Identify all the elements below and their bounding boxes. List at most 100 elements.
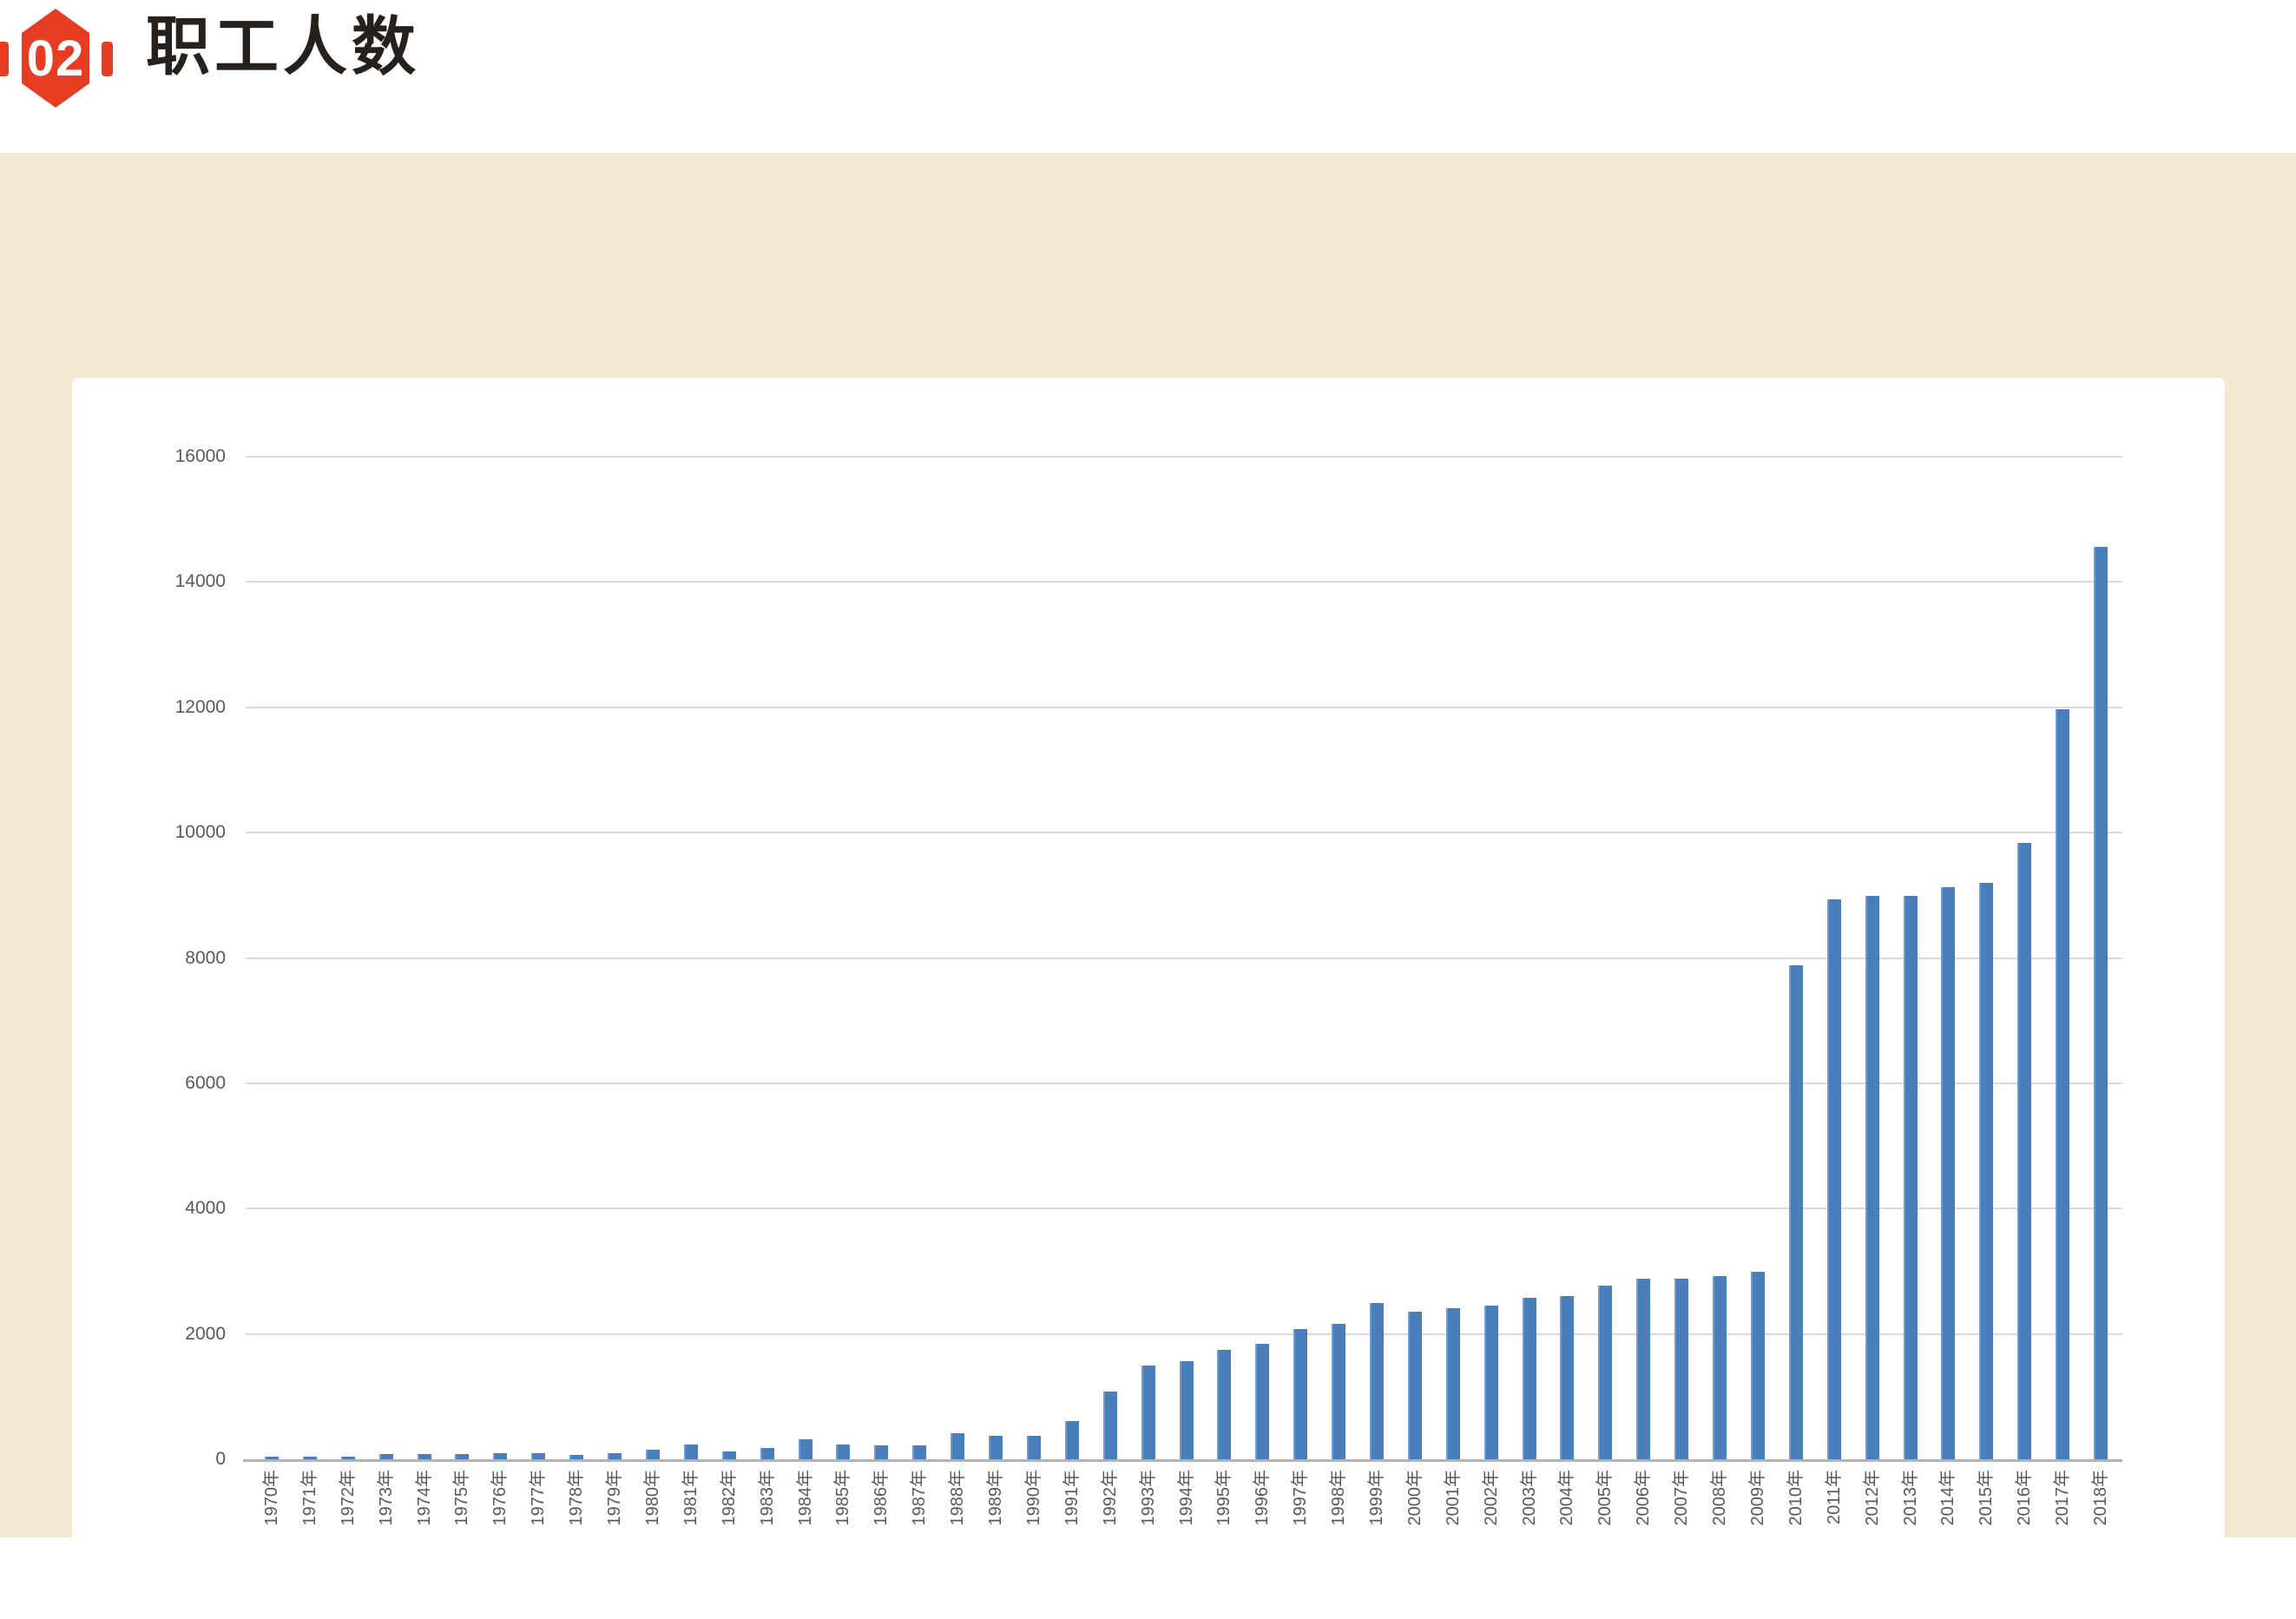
gridline — [246, 1208, 2122, 1210]
x-axis-tick-label: 1989年 — [986, 1470, 1005, 1526]
x-axis-tick-label: 1971年 — [300, 1470, 319, 1526]
bar-1987年 — [912, 1445, 926, 1460]
content-panel: 0 2000 4000 6000 8000 10000 12000 14000 16000 197… — [0, 153, 2296, 1619]
bar-1999年 — [1370, 1303, 1384, 1460]
bar-2013年 — [1904, 896, 1918, 1460]
x-axis-tick-label: 1994年 — [1177, 1470, 1196, 1526]
y-axis-tick-label: 12000 — [174, 696, 226, 717]
x-axis-tick-label: 1988年 — [948, 1470, 967, 1526]
bar-2010年 — [1789, 965, 1803, 1460]
bar-1986年 — [874, 1445, 888, 1460]
x-axis-tick-label: 2001年 — [1444, 1470, 1463, 1526]
x-axis-tick-label: 1997年 — [1291, 1470, 1310, 1526]
bar-1976年 — [493, 1453, 507, 1460]
x-axis-tick-label: 1979年 — [605, 1470, 624, 1526]
gridline — [246, 581, 2122, 583]
bar-1970年 — [265, 1457, 279, 1460]
bar-1989年 — [989, 1436, 1003, 1460]
bar-2012年 — [1865, 896, 1879, 1460]
x-axis-tick-label: 1995年 — [1214, 1470, 1234, 1526]
x-axis-tick-label: 2016年 — [2015, 1470, 2034, 1526]
x-axis-tick-label: 1981年 — [681, 1470, 701, 1526]
x-axis-tick-label: 1975年 — [452, 1470, 471, 1526]
section-badge: 02 — [0, 7, 122, 111]
bar-1992年 — [1103, 1392, 1117, 1460]
x-axis-tick-label: 1977年 — [529, 1470, 548, 1526]
bar-1982年 — [722, 1451, 736, 1460]
y-axis-tick-label: 16000 — [174, 446, 226, 466]
page-header: 02 职工人数 — [0, 0, 2296, 153]
bar-2007年 — [1674, 1279, 1688, 1460]
bar-2003年 — [1523, 1298, 1536, 1460]
bar-1993年 — [1141, 1366, 1155, 1460]
bar-1991年 — [1065, 1421, 1079, 1460]
x-axis-tick-label: 2018年 — [2091, 1470, 2110, 1526]
bar-2014年 — [1941, 887, 1955, 1460]
x-axis-tick-label: 2008年 — [1710, 1470, 1729, 1526]
x-axis-tick-label: 1986年 — [872, 1470, 891, 1526]
x-axis-tick-label: 1972年 — [339, 1470, 358, 1526]
x-axis-tick-label: 1985年 — [833, 1470, 852, 1526]
bar-1981年 — [684, 1445, 698, 1460]
y-axis-tick-label: 14000 — [174, 571, 226, 592]
x-axis-tick-label: 1973年 — [377, 1470, 396, 1526]
x-axis-tick-label: 1984年 — [796, 1470, 815, 1526]
x-axis-tick-label: 2009年 — [1748, 1470, 1767, 1526]
bar-1985年 — [836, 1445, 850, 1460]
bar-1974年 — [418, 1454, 431, 1460]
x-axis-line — [243, 1459, 2122, 1462]
gridline — [246, 1333, 2122, 1335]
x-axis-tick-label: 1987年 — [910, 1470, 929, 1526]
x-axis-tick-label: 1999年 — [1367, 1470, 1386, 1526]
x-axis-tick-label: 1983年 — [758, 1470, 777, 1526]
y-axis-tick-label: 8000 — [185, 947, 226, 968]
bar-1978年 — [569, 1455, 583, 1460]
x-axis-tick-label: 1982年 — [720, 1470, 739, 1526]
bar-2000年 — [1408, 1312, 1422, 1460]
bar-1995年 — [1217, 1350, 1231, 1460]
bar-1971年 — [303, 1457, 317, 1460]
bar-2005年 — [1598, 1286, 1612, 1460]
bar-1997年 — [1293, 1329, 1307, 1460]
y-axis-tick-label: 4000 — [185, 1198, 226, 1219]
bar-2018年 — [2094, 547, 2108, 1460]
y-axis-tick-label: 0 — [215, 1449, 226, 1469]
x-axis-tick-label: 1992年 — [1101, 1470, 1120, 1526]
gridline — [246, 957, 2122, 959]
x-axis-tick-label: 2006年 — [1634, 1470, 1653, 1526]
x-axis-tick-label: 2010年 — [1786, 1470, 1806, 1526]
bar-chart: 0 2000 4000 6000 8000 10000 12000 14000 16000 197… — [72, 378, 2225, 1619]
x-axis-tick-label: 1998年 — [1329, 1470, 1348, 1526]
x-axis-tick-label: 1991年 — [1062, 1470, 1082, 1526]
bar-1973年 — [379, 1454, 393, 1460]
bar-2006年 — [1636, 1279, 1650, 1460]
bar-2016年 — [2017, 843, 2031, 1460]
x-axis-tick-label: 2011年 — [1825, 1470, 1844, 1525]
x-axis-tick-label: 2017年 — [2053, 1470, 2072, 1526]
badge-left-dash-icon — [0, 42, 9, 76]
bar-1998年 — [1332, 1324, 1345, 1460]
x-axis-tick-label: 2012年 — [1863, 1470, 1882, 1526]
x-axis-tick-label: 1976年 — [490, 1470, 510, 1526]
bar-1988年 — [951, 1433, 964, 1460]
bar-2011年 — [1827, 899, 1841, 1460]
x-axis-tick-label: 2013年 — [1901, 1470, 1920, 1526]
bar-2004年 — [1560, 1296, 1574, 1460]
gridline — [246, 832, 2122, 834]
chart-card: 0 2000 4000 6000 8000 10000 12000 14000 16000 197… — [72, 378, 2225, 1619]
badge-right-dash-icon — [102, 42, 113, 76]
y-axis-tick-label: 10000 — [174, 822, 226, 843]
gridline — [246, 456, 2122, 457]
bar-1983年 — [760, 1448, 774, 1460]
x-axis-tick-label: 1993年 — [1139, 1470, 1158, 1526]
x-axis-tick-label: 2015年 — [1977, 1470, 1996, 1526]
bar-2002年 — [1484, 1306, 1498, 1460]
x-axis-tick-label: 2000年 — [1405, 1470, 1424, 1526]
bar-1977年 — [531, 1453, 545, 1460]
bar-1975年 — [455, 1454, 469, 1460]
x-axis-tick-label: 2003年 — [1520, 1470, 1539, 1526]
y-axis-tick-label: 6000 — [185, 1072, 226, 1093]
bar-1972年 — [341, 1457, 355, 1460]
x-axis-tick-label: 2002年 — [1482, 1470, 1501, 1526]
bar-2001年 — [1446, 1308, 1460, 1460]
